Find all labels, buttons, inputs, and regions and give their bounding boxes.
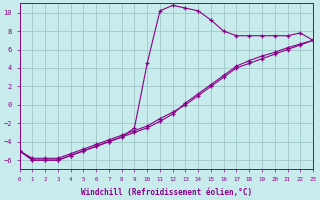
X-axis label: Windchill (Refroidissement éolien,°C): Windchill (Refroidissement éolien,°C) bbox=[81, 188, 252, 197]
